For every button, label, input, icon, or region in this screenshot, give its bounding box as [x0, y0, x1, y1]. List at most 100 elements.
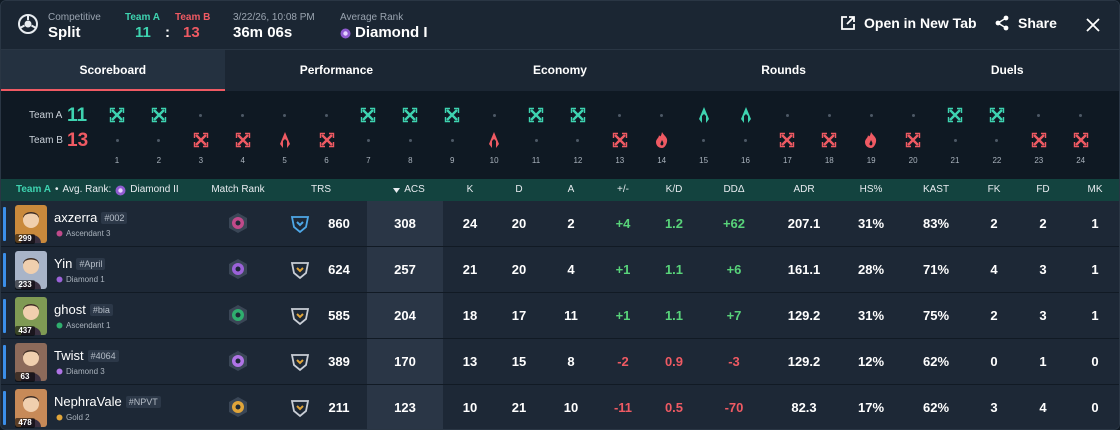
fk-value: 2	[990, 216, 998, 231]
round-22[interactable]: 22	[985, 91, 1009, 179]
round-number: 1	[114, 156, 120, 165]
round-17[interactable]: 17	[775, 91, 799, 179]
round-3[interactable]: 3	[189, 91, 213, 179]
player-name-block[interactable]: NephraVale #NPVT	[54, 394, 161, 409]
player-row[interactable]: 63 Twist #4064 Diamond 3 389 170 13 15 8 -2 0.9 -3 1…	[1, 339, 1119, 385]
open-in-new-tab-label: Open in New Tab	[864, 15, 977, 31]
kills-value: 24	[462, 216, 478, 231]
column-a[interactable]: A	[567, 184, 575, 195]
tab-rounds[interactable]: Rounds	[761, 63, 806, 77]
round-number: 13	[615, 156, 625, 165]
column-adr[interactable]: ADR	[793, 184, 815, 195]
tab-performance[interactable]: Performance	[299, 63, 374, 77]
column-kd[interactable]: K/D	[665, 184, 683, 195]
trs-value: 211	[328, 400, 350, 415]
kast-value: 71%	[922, 262, 950, 277]
elimination-icon	[985, 105, 1009, 125]
round-6[interactable]: 6	[315, 91, 339, 179]
trs-value: 389	[328, 354, 350, 369]
team-a-score: 11	[135, 24, 151, 41]
round-4[interactable]: 4	[231, 91, 255, 179]
round-number: 6	[324, 156, 329, 165]
fd-value: 3	[1039, 262, 1047, 277]
open-in-new-tab-button[interactable]: Open in New Tab	[840, 15, 977, 31]
round-10[interactable]: 10	[482, 91, 506, 179]
elimination-icon	[356, 105, 380, 125]
column-dd-delta[interactable]: DDΔ	[723, 184, 745, 195]
match-date: 3/22/26, 10:08 PM	[233, 12, 315, 23]
round-number: 15	[699, 156, 709, 165]
round-18[interactable]: 18	[817, 91, 841, 179]
round-16[interactable]: 16	[734, 91, 758, 179]
empty-round-dot	[315, 105, 339, 125]
deaths-value: 21	[511, 400, 527, 415]
tab-economy[interactable]: Economy	[532, 63, 587, 77]
tab-bar: Scoreboard Performance Economy Rounds Du…	[1, 49, 1119, 91]
trs-badge-icon	[290, 354, 310, 372]
mk-value: 0	[1091, 400, 1099, 415]
rank-icon	[56, 276, 63, 283]
empty-round-dot	[901, 105, 925, 125]
deaths-value: 20	[511, 216, 527, 231]
round-24[interactable]: 24	[1069, 91, 1093, 179]
column-kast[interactable]: KAST	[922, 184, 950, 195]
column-match-rank[interactable]: Match Rank	[211, 184, 265, 195]
kills-value: 21	[462, 262, 478, 277]
tab-duels[interactable]: Duels	[990, 63, 1024, 77]
round-14[interactable]: 14	[650, 91, 674, 179]
round-15[interactable]: 15	[692, 91, 716, 179]
player-row[interactable]: 478 NephraVale #NPVT Gold 2 211 123 10 21 10 -11 0…	[1, 385, 1119, 429]
match-duration: 36m 06s	[233, 24, 293, 41]
elimination-icon	[147, 105, 171, 125]
round-12[interactable]: 12	[566, 91, 590, 179]
round-number: 23	[1034, 156, 1044, 165]
elimination-icon	[775, 130, 799, 150]
share-icon	[995, 15, 1009, 31]
player-row[interactable]: 437 ghost #bia Ascendant 1 585 204 18 17 11 +1 1.1…	[1, 293, 1119, 339]
close-icon[interactable]	[1083, 15, 1103, 35]
round-8[interactable]: 8	[398, 91, 422, 179]
round-23[interactable]: 23	[1027, 91, 1051, 179]
round-11[interactable]: 11	[524, 91, 548, 179]
round-13[interactable]: 13	[608, 91, 632, 179]
column-plus-minus[interactable]: +/-	[617, 184, 629, 195]
plus-minus-value: +4	[615, 216, 631, 231]
assists-value: 11	[564, 308, 578, 323]
elimination-icon	[608, 130, 632, 150]
column-acs[interactable]: ACS	[384, 179, 434, 201]
round-20[interactable]: 20	[901, 91, 925, 179]
mk-value: 0	[1091, 354, 1099, 369]
round-7[interactable]: 7	[356, 91, 380, 179]
player-name-block[interactable]: ghost #bia	[54, 302, 113, 317]
round-21[interactable]: 21	[943, 91, 967, 179]
player-name-block[interactable]: Twist #4064	[54, 348, 119, 363]
kd-value: 1.1	[664, 308, 684, 323]
plus-minus-value: -2	[617, 354, 629, 369]
tab-scoreboard[interactable]: Scoreboard	[1, 50, 225, 91]
column-d[interactable]: D	[515, 184, 523, 195]
column-fk[interactable]: FK	[987, 184, 1001, 195]
round-19[interactable]: 19	[859, 91, 883, 179]
plus-minus-value: +1	[615, 262, 631, 277]
share-button[interactable]: Share	[994, 15, 1057, 31]
column-fd[interactable]: FD	[1036, 184, 1050, 195]
map-name: Split	[48, 24, 81, 41]
player-name-block[interactable]: axzerra #002	[54, 210, 128, 225]
scoreboard-column-header: Team A • Avg. Rank: Diamond II Match Ran…	[1, 179, 1119, 201]
column-hs[interactable]: HS%	[859, 184, 883, 195]
column-k[interactable]: K	[466, 184, 474, 195]
round-2[interactable]: 2	[147, 91, 171, 179]
column-trs[interactable]: TRS	[311, 184, 331, 195]
elimination-icon	[105, 105, 129, 125]
empty-round-dot	[440, 130, 464, 150]
column-mk[interactable]: MK	[1087, 184, 1103, 195]
player-name-block[interactable]: Yin #April	[54, 256, 106, 271]
round-1[interactable]: 1	[105, 91, 129, 179]
player-row[interactable]: 233 Yin #April Diamond 1 624 257 21 20 4 +1 1.1 +6 1…	[1, 247, 1119, 293]
round-9[interactable]: 9	[440, 91, 464, 179]
avg-rank-label: Avg. Rank:	[62, 184, 112, 195]
diamond-rank-icon	[340, 28, 351, 38]
player-row[interactable]: 299 axzerra #002 Ascendant 3 860 308 24 20 2 +4 1.…	[1, 201, 1119, 247]
round-5[interactable]: 5	[273, 91, 297, 179]
